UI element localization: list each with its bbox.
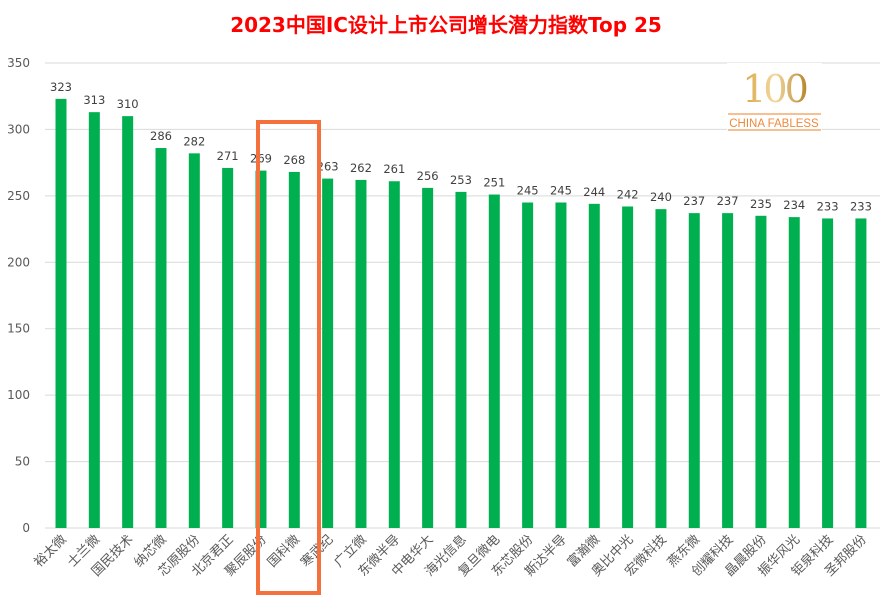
bar	[422, 187, 434, 528]
y-tick-label: 250	[7, 189, 30, 203]
bar	[855, 218, 867, 528]
chart-title: 2023中国IC设计上市公司增长潜力指数Top 25	[230, 13, 662, 37]
data-label: 237	[717, 194, 739, 208]
y-tick-label: 0	[22, 521, 30, 535]
data-label: 286	[150, 129, 172, 143]
bar	[255, 170, 267, 528]
data-label: 313	[83, 93, 105, 107]
bar	[122, 116, 134, 529]
bar	[622, 206, 634, 528]
bar	[755, 215, 767, 529]
logo-number: 100	[742, 67, 806, 111]
bar	[722, 213, 734, 528]
y-tick-label: 150	[7, 322, 30, 336]
logo: 100 CHINA FABLESS	[727, 63, 822, 131]
data-label: 234	[783, 198, 805, 212]
bar	[455, 191, 467, 528]
bar	[288, 171, 300, 528]
data-label: 310	[117, 97, 139, 111]
data-label: 262	[350, 161, 372, 175]
bar	[222, 167, 234, 528]
y-tick-label: 100	[7, 388, 30, 402]
bar	[188, 153, 200, 529]
data-label: 251	[483, 176, 505, 190]
data-label: 269	[250, 152, 272, 166]
bar	[588, 203, 600, 529]
bar	[688, 213, 700, 528]
bar	[488, 194, 500, 528]
data-label: 233	[850, 199, 872, 213]
data-label: 323	[50, 80, 72, 94]
data-label: 240	[650, 190, 672, 204]
bar	[322, 178, 334, 529]
data-label: 235	[750, 197, 772, 211]
bar	[822, 218, 834, 528]
data-label: 244	[583, 185, 605, 199]
data-label: 263	[317, 160, 339, 174]
bar	[522, 202, 534, 528]
bar	[55, 98, 67, 528]
y-tick-label: 300	[7, 122, 30, 136]
y-tick-label: 350	[7, 56, 30, 70]
data-label: 253	[450, 173, 472, 187]
data-label: 245	[517, 184, 539, 198]
data-label: 268	[283, 153, 305, 167]
bar	[355, 179, 367, 528]
data-label: 233	[817, 199, 839, 213]
logo-subtitle: CHINA FABLESS	[729, 118, 819, 130]
highlight-box	[256, 120, 321, 595]
y-tick-label: 200	[7, 255, 30, 269]
data-label: 242	[617, 187, 639, 201]
bar	[88, 112, 100, 529]
data-label: 282	[183, 134, 205, 148]
bar	[388, 181, 400, 528]
data-label: 261	[383, 162, 405, 176]
bar	[655, 209, 667, 528]
data-label: 271	[217, 149, 239, 163]
bar	[155, 148, 167, 528]
x-tick-label: 国科微	[265, 532, 303, 570]
bar	[555, 202, 567, 528]
x-tick-label: 裕太微	[32, 532, 70, 570]
data-label: 237	[683, 194, 705, 208]
data-label: 256	[417, 169, 439, 183]
y-tick-label: 50	[15, 455, 30, 469]
data-label: 245	[550, 184, 572, 198]
bar	[788, 217, 800, 528]
